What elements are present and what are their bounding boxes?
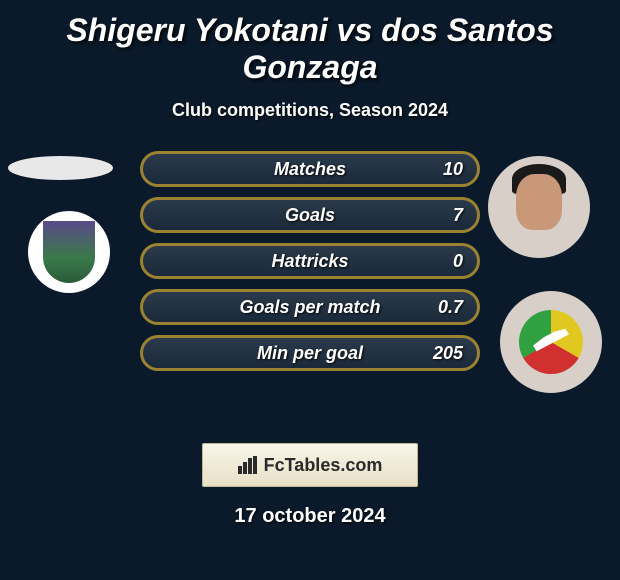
stats-column: Matches 10 Goals 7 Hattricks 0 Goals per… <box>140 151 480 381</box>
page-title: Shigeru Yokotani vs dos Santos Gonzaga <box>0 0 620 86</box>
stat-label: Goals <box>285 205 335 226</box>
comparison-area: Matches 10 Goals 7 Hattricks 0 Goals per… <box>0 151 620 431</box>
face-shape <box>516 174 562 230</box>
stat-value-right: 205 <box>433 343 463 364</box>
player-left-placeholder <box>8 156 113 180</box>
player-right-photo <box>488 156 590 258</box>
stat-value-right: 7 <box>453 205 463 226</box>
stat-value-right: 0.7 <box>438 297 463 318</box>
bar-chart-icon <box>238 456 258 474</box>
bird-icon <box>533 326 569 354</box>
stat-label: Min per goal <box>257 343 363 364</box>
stat-row-goals-per-match: Goals per match 0.7 <box>140 289 480 325</box>
stat-row-hattricks: Hattricks 0 <box>140 243 480 279</box>
brand-text: FcTables.com <box>264 455 383 476</box>
stat-row-goals: Goals 7 <box>140 197 480 233</box>
club-crest-left <box>28 211 110 293</box>
circle-crest-icon <box>519 310 583 374</box>
stat-row-matches: Matches 10 <box>140 151 480 187</box>
stat-value-right: 0 <box>453 251 463 272</box>
stat-label: Matches <box>274 159 346 180</box>
page-subtitle: Club competitions, Season 2024 <box>0 100 620 121</box>
stat-value-right: 10 <box>443 159 463 180</box>
club-crest-right <box>500 291 602 393</box>
stat-row-min-per-goal: Min per goal 205 <box>140 335 480 371</box>
stat-label: Goals per match <box>239 297 380 318</box>
brand-attribution[interactable]: FcTables.com <box>202 443 418 487</box>
shield-icon <box>43 221 95 283</box>
snapshot-date: 17 october 2024 <box>0 505 620 528</box>
stat-label: Hattricks <box>271 251 348 272</box>
